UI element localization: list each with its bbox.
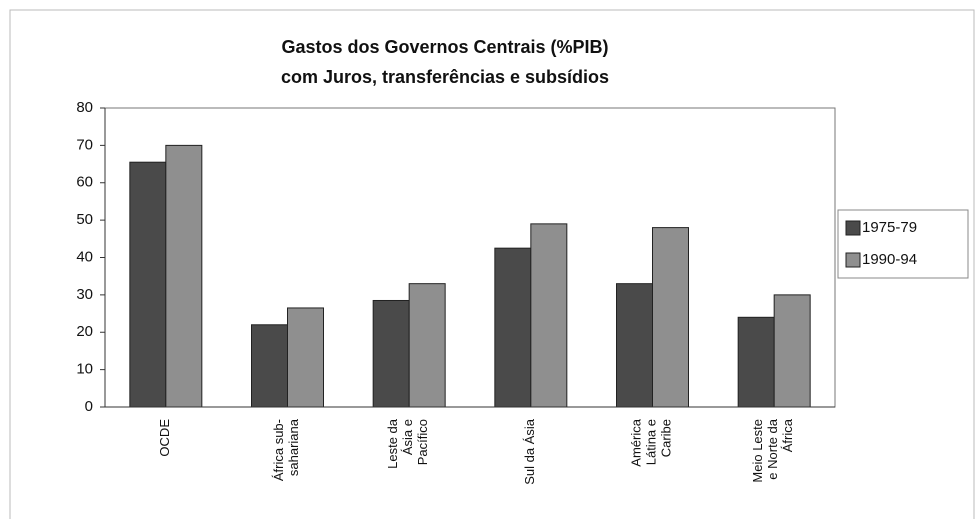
y-tick-label: 70 bbox=[76, 136, 93, 153]
bar bbox=[129, 161, 167, 408]
y-tick-label: 40 bbox=[76, 248, 93, 265]
y-tick-label: 30 bbox=[76, 286, 93, 303]
x-tick-label: OCDE bbox=[157, 419, 172, 457]
x-tick-label: AméricaLátina eCaribe bbox=[629, 418, 674, 466]
y-tick-label: 50 bbox=[76, 211, 93, 228]
bar bbox=[408, 283, 446, 408]
bar bbox=[616, 283, 653, 408]
y-tick-label: 80 bbox=[76, 99, 93, 116]
x-tick-label: Meio Lestee Norte daÁfrica bbox=[751, 418, 796, 482]
bar bbox=[494, 247, 532, 408]
y-tick-label: 20 bbox=[76, 323, 93, 340]
legend-label: 1975-79 bbox=[862, 219, 917, 236]
legend-label: 1990-94 bbox=[862, 251, 917, 268]
bar bbox=[251, 324, 288, 408]
bar bbox=[652, 227, 689, 408]
bar bbox=[530, 223, 568, 408]
legend-swatch bbox=[845, 252, 861, 268]
x-tick-label: Sul da Ásia bbox=[522, 418, 537, 485]
bar bbox=[773, 294, 811, 408]
x-tick-label: África sub-sahariana bbox=[271, 418, 301, 481]
bar bbox=[287, 307, 324, 408]
bar bbox=[372, 299, 410, 408]
legend-swatch bbox=[845, 220, 861, 236]
bar bbox=[165, 144, 203, 408]
chart-subtitle: com Juros, transferências e subsídios bbox=[281, 67, 609, 87]
y-tick-label: 60 bbox=[76, 174, 93, 191]
y-tick-label: 0 bbox=[85, 398, 93, 415]
chart-title: Gastos dos Governos Centrais (%PIB) bbox=[281, 37, 608, 57]
y-tick-label: 10 bbox=[76, 361, 93, 378]
bar bbox=[737, 316, 775, 408]
x-tick-label: Leste daÁsia ePacífico bbox=[386, 418, 431, 469]
